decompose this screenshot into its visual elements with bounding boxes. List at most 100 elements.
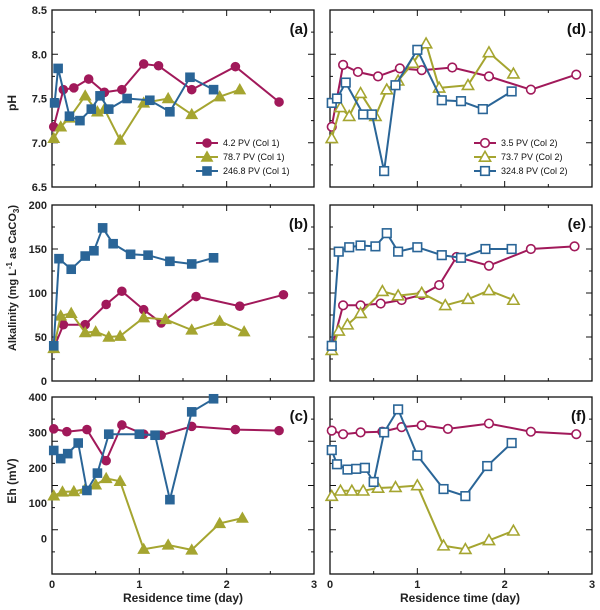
xlabel-right: Residence time (day) (400, 591, 520, 605)
series-3 (48, 223, 219, 351)
data-point (351, 463, 362, 474)
data-point (455, 96, 467, 107)
series-3 (48, 393, 219, 505)
data-point (137, 542, 151, 554)
data-point (353, 85, 368, 99)
data-point (326, 444, 337, 456)
data-point (47, 131, 61, 144)
series-line (53, 68, 215, 122)
data-point (208, 84, 219, 95)
data-point (344, 242, 355, 253)
data-point (191, 291, 201, 302)
data-point (97, 223, 108, 233)
data-point (145, 95, 155, 106)
data-point (101, 455, 111, 466)
data-point (125, 249, 136, 260)
panel-b: 0 50 100 150 200 (b) (29, 200, 315, 388)
data-point (230, 424, 241, 435)
data-point (82, 485, 92, 496)
data-point (419, 36, 434, 49)
data-point (368, 476, 379, 488)
legend: 3.5 PV (Col 2) 73.7 PV (Col 2) 324.8 PV (C… (474, 137, 568, 177)
data-point (54, 120, 68, 132)
x-tick-label: 2 (502, 579, 508, 591)
series-1 (48, 59, 284, 132)
data-point (78, 325, 92, 338)
y-tick-label: 100 (29, 498, 47, 510)
x-tick-label: 1 (136, 579, 142, 591)
data-point (55, 453, 66, 464)
data-point (352, 66, 364, 78)
data-point (460, 491, 471, 502)
data-point (213, 90, 227, 102)
data-point (436, 538, 451, 551)
series-2 (324, 478, 521, 555)
data-point (355, 427, 366, 438)
ylabel-ph: pH (5, 95, 19, 111)
series-line (330, 63, 577, 127)
series-2 (324, 36, 521, 144)
y-tick-label: 0 (41, 534, 47, 546)
data-point (381, 228, 392, 239)
legend-marker (202, 138, 212, 148)
data-point (372, 71, 384, 82)
data-point (49, 98, 60, 108)
data-point (75, 115, 85, 126)
legend-marker (200, 150, 214, 162)
y-tick-label: 200 (29, 463, 47, 475)
data-point (117, 420, 127, 430)
legend-label: 73.7 PV (Col 2) (501, 152, 563, 162)
data-point (54, 309, 68, 321)
data-point (525, 243, 536, 255)
data-point (480, 243, 491, 255)
data-point (134, 429, 145, 439)
data-point (571, 429, 582, 440)
data-point (326, 340, 337, 351)
data-point (338, 429, 349, 440)
data-point (230, 61, 241, 72)
data-point (101, 299, 111, 310)
data-point (117, 84, 127, 95)
data-point (506, 523, 521, 536)
data-point (103, 429, 114, 439)
data-point (333, 100, 348, 113)
data-point (412, 450, 423, 461)
data-point (274, 425, 284, 436)
data-point (89, 325, 103, 337)
data-point (483, 71, 495, 82)
y-tick-label: 7.0 (32, 138, 47, 150)
legend-label: 324.8 PV (Col 2) (501, 166, 568, 176)
panel-label: (e) (568, 216, 586, 233)
series-2 (47, 306, 251, 354)
data-point (390, 80, 401, 91)
data-point (370, 241, 381, 252)
panel-label: (f) (571, 408, 586, 425)
data-point (67, 484, 81, 497)
data-point (340, 317, 355, 330)
data-point (481, 533, 496, 546)
y-tick-label: 8.0 (32, 49, 47, 61)
data-point (379, 165, 390, 177)
data-point (342, 464, 353, 475)
data-point (569, 241, 580, 252)
data-point (92, 468, 103, 478)
data-point (99, 471, 113, 484)
data-point (108, 238, 118, 249)
panel-label: (c) (290, 408, 308, 425)
series-line (331, 422, 577, 436)
data-point (165, 106, 175, 117)
data-point (213, 314, 227, 326)
panel-label: (b) (289, 216, 308, 233)
series-3 (326, 404, 517, 502)
y-tick-label: 200 (29, 200, 47, 212)
data-point (143, 250, 153, 260)
data-point (506, 437, 517, 449)
series-3 (326, 228, 517, 351)
data-point (359, 462, 371, 473)
data-point (342, 108, 357, 122)
x-tick-label: 2 (224, 579, 230, 591)
series-2 (47, 471, 249, 555)
data-point (455, 252, 467, 263)
data-point (234, 301, 245, 312)
legend-label: 246.8 PV (Col 1) (223, 166, 290, 176)
